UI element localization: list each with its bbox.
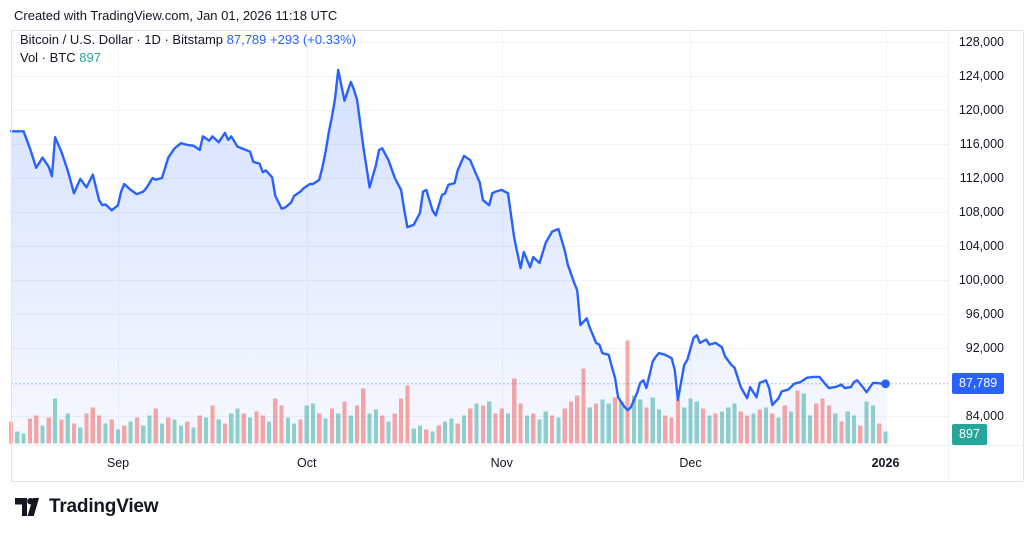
area-fill [11,70,886,444]
time-tick-label: Nov [490,456,513,470]
price-tick-label: 108,000 [958,205,1004,219]
price-tick-label: 96,000 [965,307,1004,321]
volume-label: Vol · BTC [20,50,76,65]
last-price-dot [881,379,890,389]
price-tick-label: 120,000 [958,103,1004,117]
volume-value: 897 [79,50,101,65]
price-tick-label: 112,000 [959,171,1004,185]
price-tick-label: 116,000 [959,137,1004,151]
symbol-title: Bitcoin / U.S. Dollar · 1D · Bitstamp [20,32,223,47]
price-tick-label: 100,000 [958,273,1004,287]
last-price-badge: 87,789 [952,373,1005,395]
time-tick-label: Dec [679,456,702,470]
legend-row-symbol: Bitcoin / U.S. Dollar · 1D · Bitstamp 87… [20,31,356,49]
time-tick-label: Oct [296,456,317,470]
tradingview-logo-link[interactable]: TradingView [13,493,159,521]
tradingview-logo-icon [15,498,39,516]
legend-row-volume: Vol · BTC 897 [20,49,356,67]
price-tick-label: 104,000 [958,239,1004,253]
price-tick-label: 128,000 [958,35,1004,49]
time-tick-label: 2026 [871,456,900,470]
price-tick-label: 84,000 [965,409,1004,423]
last-price-value: 87,789 [226,32,267,47]
pane-separators [11,30,1023,481]
tradingview-wordmark: TradingView [49,496,159,517]
price-change-value: +293 (+0.33%) [270,32,357,47]
time-tick-label: Sep [106,456,130,470]
price-line-path [9,68,887,412]
chart-legend: Bitcoin / U.S. Dollar · 1D · Bitstamp 87… [20,31,356,67]
price-tick-label: 124,000 [958,69,1004,83]
volume-bars [9,340,888,444]
price-tick-label: 92,000 [965,341,1004,355]
attribution-text: Created with TradingView.com, Jan 01, 20… [14,8,338,23]
volume-badge: 897 [952,424,987,445]
